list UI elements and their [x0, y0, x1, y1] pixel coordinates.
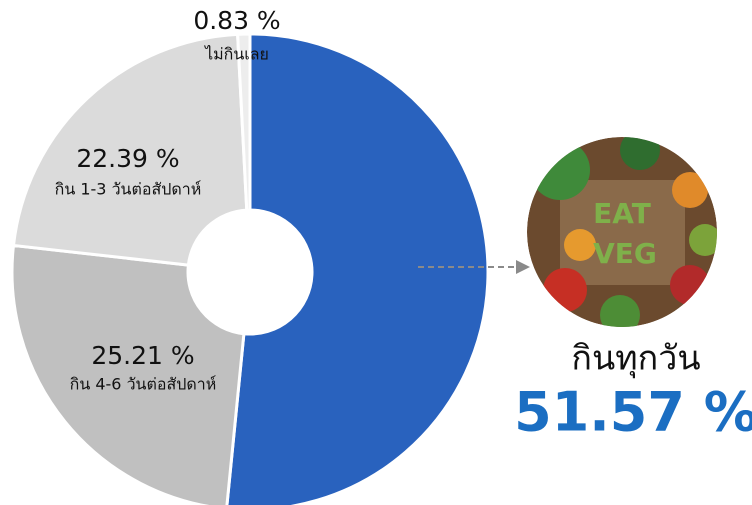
highlight-category: กินทุกวัน [571, 339, 700, 379]
value-label: 25.21 % [91, 341, 194, 370]
chart: EAT VEG 25.21 % กิน 4-6 วันต่อสัปดาห์ 22.3… [0, 0, 752, 505]
vegetable-image: EAT VEG [527, 130, 721, 335]
pie-slice [227, 34, 488, 505]
svg-text:VEG: VEG [593, 237, 657, 270]
svg-text:EAT: EAT [593, 197, 651, 230]
value-label: 22.39 % [76, 144, 179, 173]
highlight-value: 51.57 % [514, 381, 752, 444]
category-label: ไม่กินเลย [203, 45, 269, 64]
category-label: กิน 1-3 วันต่อสัปดาห์ [55, 180, 202, 199]
value-label: 0.83 % [193, 6, 280, 35]
category-label: กิน 4-6 วันต่อสัปดาห์ [70, 375, 217, 394]
